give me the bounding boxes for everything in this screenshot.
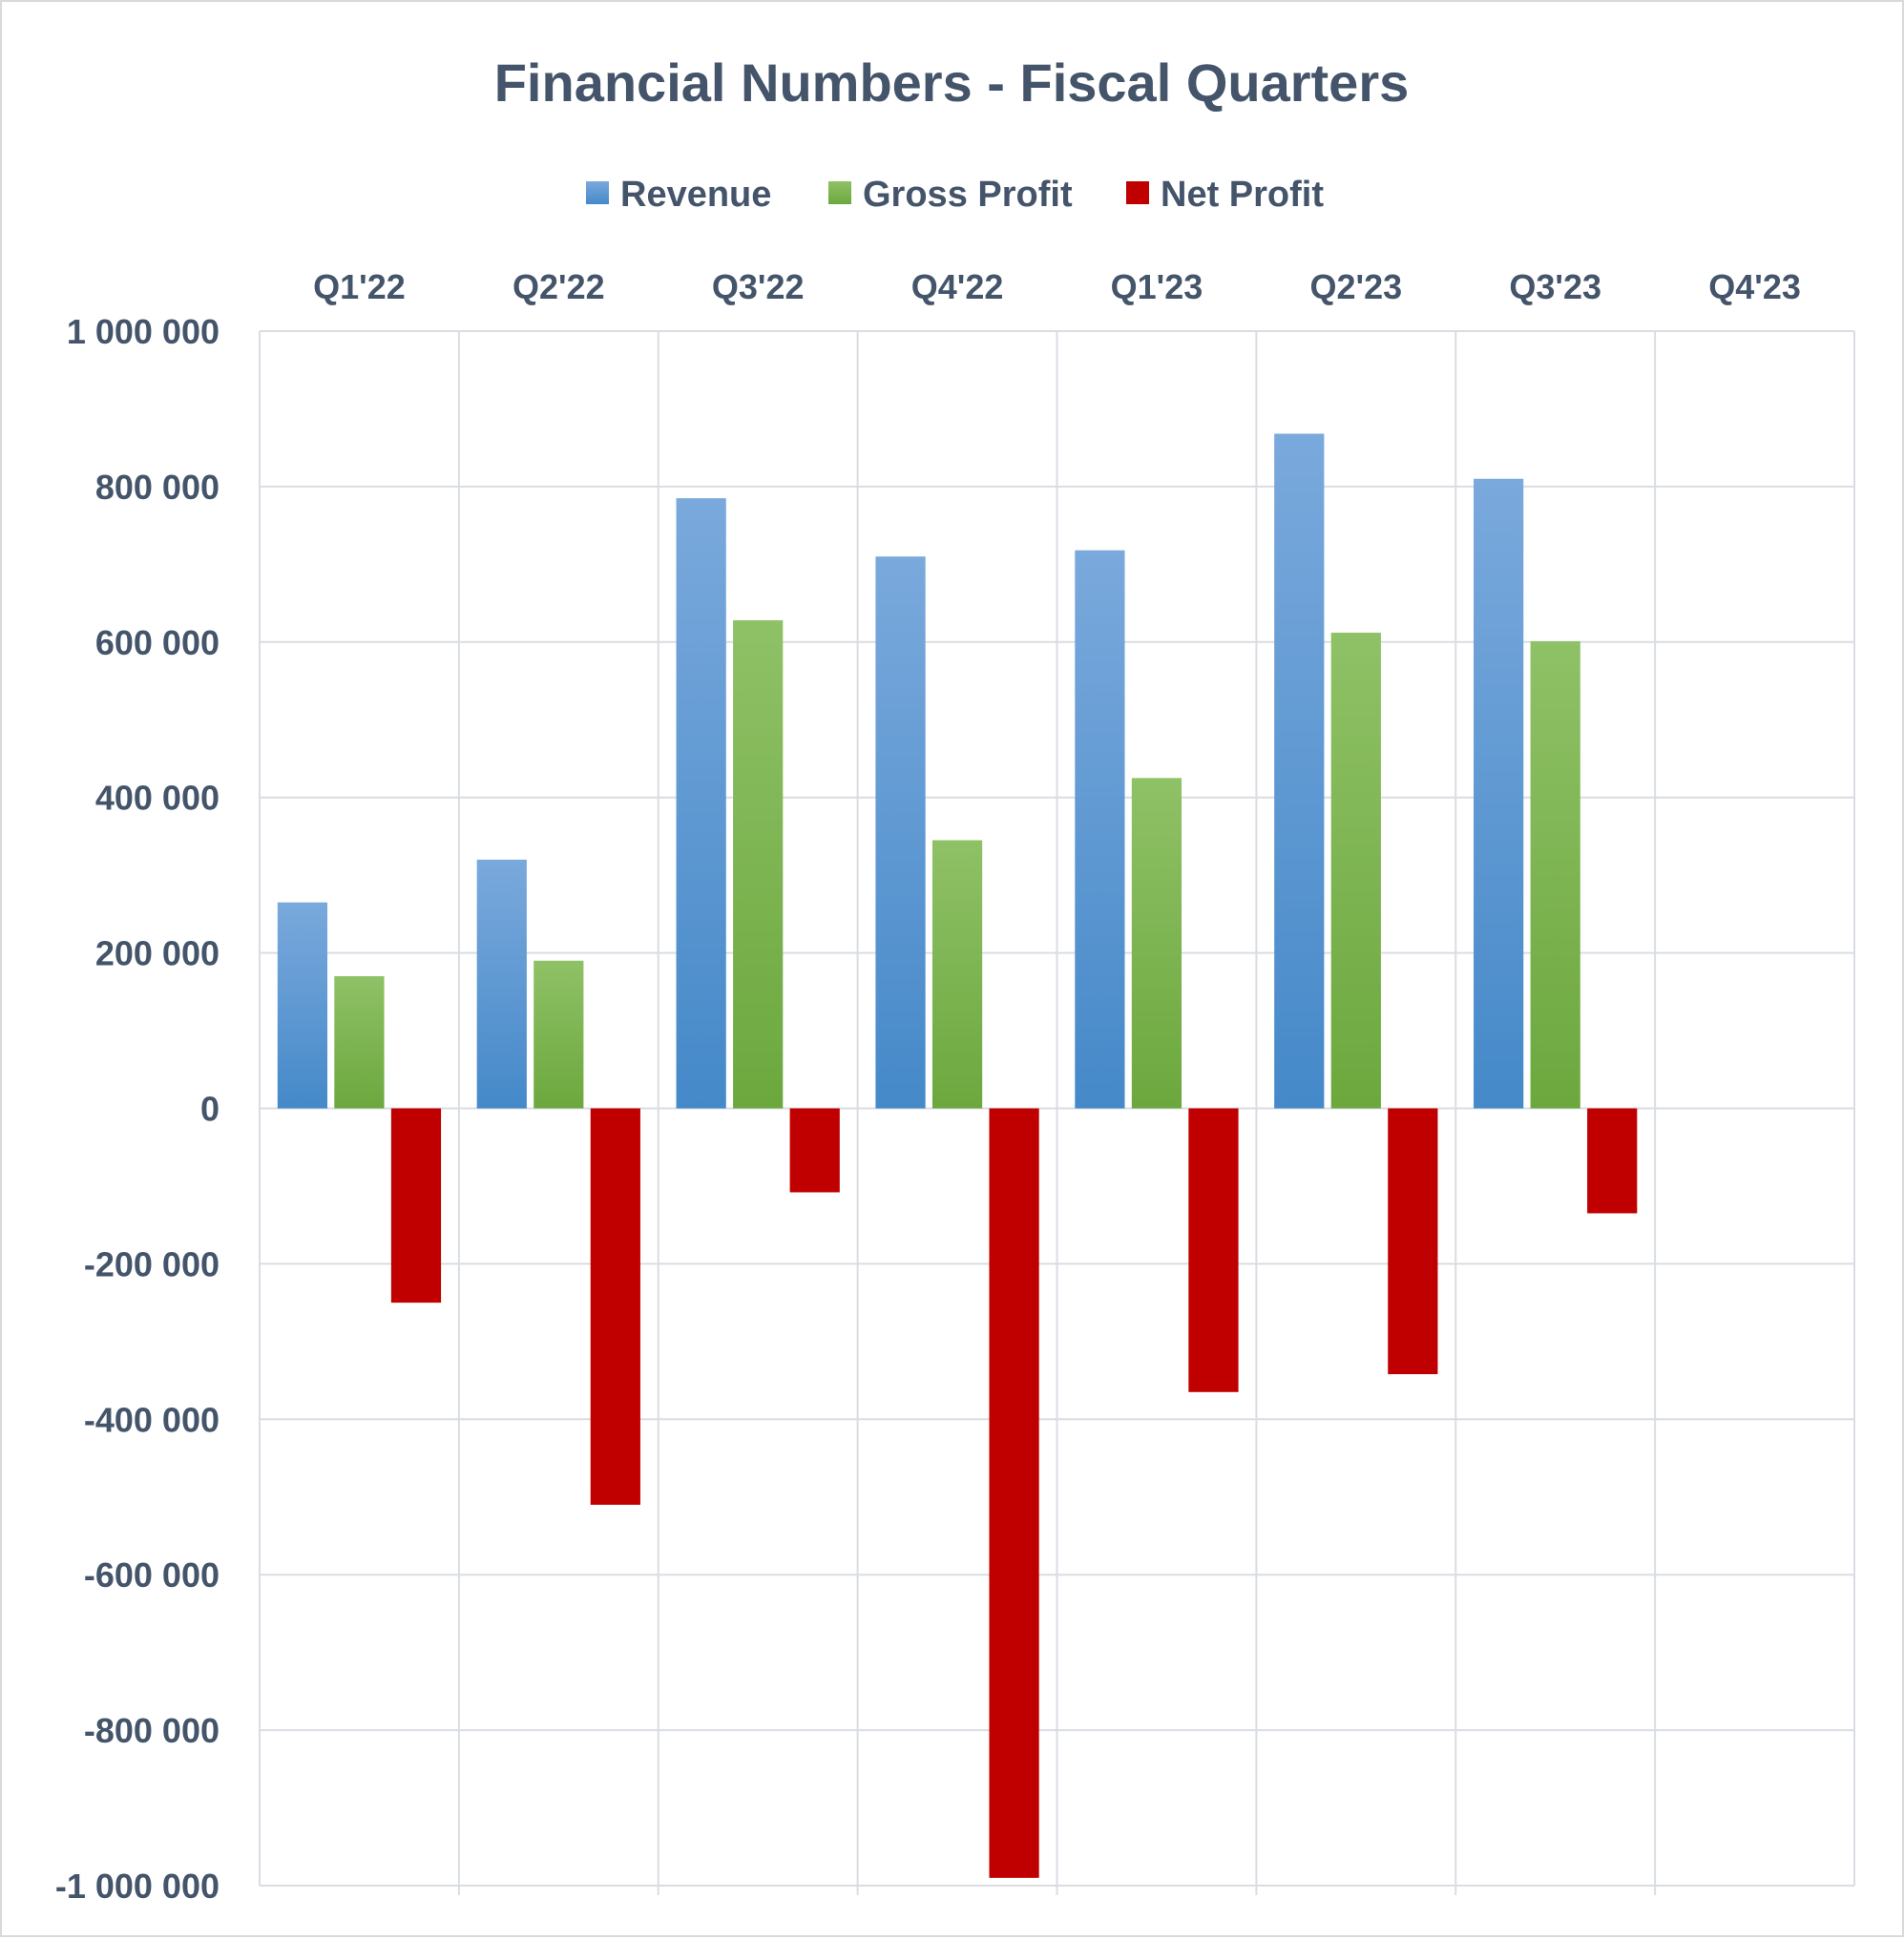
y-tick-label: -600 000: [84, 1555, 220, 1595]
y-tick-label: -400 000: [84, 1400, 220, 1439]
net-profit-bar: [590, 1108, 640, 1505]
net-profit-bar: [1188, 1108, 1239, 1392]
y-tick-label: 1 000 000: [67, 312, 220, 351]
legend-swatch: [828, 181, 851, 204]
category-label: Q3'23: [1509, 267, 1601, 306]
y-tick-label: -1 000 000: [55, 1867, 220, 1906]
category-label: Q2'22: [513, 267, 605, 306]
y-tick-label: -800 000: [84, 1711, 220, 1750]
legend-swatch: [586, 181, 609, 204]
y-tick-label: 400 000: [95, 779, 220, 818]
category-label: Q2'23: [1309, 267, 1402, 306]
revenue-bar: [1274, 433, 1325, 1109]
gross-profit-bar: [534, 960, 584, 1109]
gross-profit-bar: [931, 840, 983, 1109]
gross-profit-bar: [733, 619, 784, 1109]
net-profit-bar: [390, 1108, 442, 1304]
legend-label: Gross Profit: [863, 175, 1073, 215]
net-profit-bar: [1388, 1108, 1438, 1375]
y-tick-label: 0: [200, 1090, 220, 1129]
bars: [277, 433, 1638, 1878]
revenue-bar: [277, 902, 328, 1109]
revenue-bar: [676, 498, 726, 1109]
category-label: Q4'23: [1708, 267, 1801, 306]
legend-entry-net-profit: Net Profit: [1126, 175, 1324, 215]
net-profit-bar: [1587, 1108, 1638, 1214]
gross-profit-bar: [1131, 778, 1182, 1109]
revenue-bar: [875, 556, 926, 1109]
gross-profit-bar: [1330, 633, 1381, 1109]
legend-entry-gross-profit: Gross Profit: [828, 175, 1073, 215]
category-label: Q1'22: [313, 267, 406, 306]
legend-entry-revenue: Revenue: [586, 175, 771, 215]
legend-swatch: [1126, 181, 1149, 204]
category-label: Q3'22: [712, 267, 805, 306]
x-axis: Q1'22 Q2'22 Q3'22 Q4'22 Q1'23 Q2'23 Q3'23 Q4'23: [313, 267, 1801, 306]
y-tick-label: 600 000: [95, 623, 220, 662]
y-tick-label: -200 000: [84, 1244, 220, 1283]
chart-title: Financial Numbers - Fiscal Quarters: [494, 52, 1410, 113]
y-tick-label: 200 000: [95, 934, 220, 973]
gross-profit-bar: [334, 976, 385, 1109]
revenue-bar: [1474, 478, 1524, 1109]
category-label: Q4'22: [911, 267, 1004, 306]
net-profit-bar: [789, 1108, 840, 1193]
category-label: Q1'23: [1111, 267, 1203, 306]
legend: Revenue Gross Profit Net Profit: [586, 175, 1324, 215]
net-profit-bar: [989, 1108, 1039, 1878]
revenue-bar: [1075, 550, 1125, 1109]
legend-label: Revenue: [620, 175, 771, 215]
revenue-bar: [476, 859, 527, 1109]
y-tick-label: 800 000: [95, 468, 220, 507]
y-axis: 1 000 000 800 000 600 000 400 000 200 000 0 -2…: [55, 312, 220, 1906]
gross-profit-bar: [1530, 640, 1580, 1109]
legend-label: Net Profit: [1161, 175, 1324, 215]
